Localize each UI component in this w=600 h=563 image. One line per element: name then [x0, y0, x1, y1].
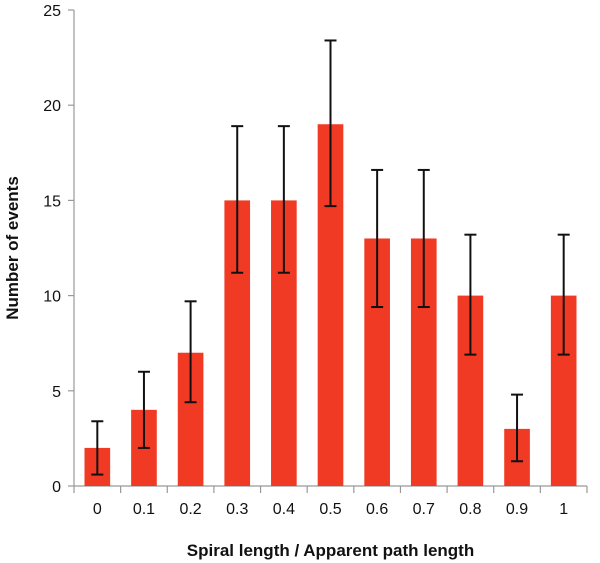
x-tick-label: 0.9 [506, 501, 528, 518]
x-tick-label: 0.3 [226, 501, 248, 518]
y-tick-label: 25 [43, 3, 61, 20]
y-axis-ticks: 0 5 10 15 20 25 [43, 3, 74, 496]
x-tick-label: 0.7 [413, 501, 435, 518]
x-tick-label: 0.6 [366, 501, 388, 518]
x-tick-label: 0.5 [319, 501, 341, 518]
y-axis-label: Number of events [3, 176, 22, 320]
x-axis-ticks: 0 0.1 0.2 0.3 0.4 0.5 0.6 0.7 0.8 0.9 1 [73, 486, 588, 518]
y-tick-label: 10 [43, 289, 61, 306]
error-bars [91, 39, 570, 476]
x-tick-label: 0.2 [179, 501, 201, 518]
x-tick-label: 0.4 [273, 501, 295, 518]
y-tick-label: 0 [52, 479, 61, 496]
y-tick-label: 20 [43, 98, 61, 115]
x-tick-label: 0.1 [133, 501, 155, 518]
y-tick-label: 15 [43, 193, 61, 210]
x-tick-label: 0.8 [459, 501, 481, 518]
x-tick-label: 0 [93, 501, 102, 518]
x-axis-label: Spiral length / Apparent path length [187, 541, 474, 560]
x-tick-label: 1 [559, 501, 568, 518]
y-tick-label: 5 [52, 384, 61, 401]
